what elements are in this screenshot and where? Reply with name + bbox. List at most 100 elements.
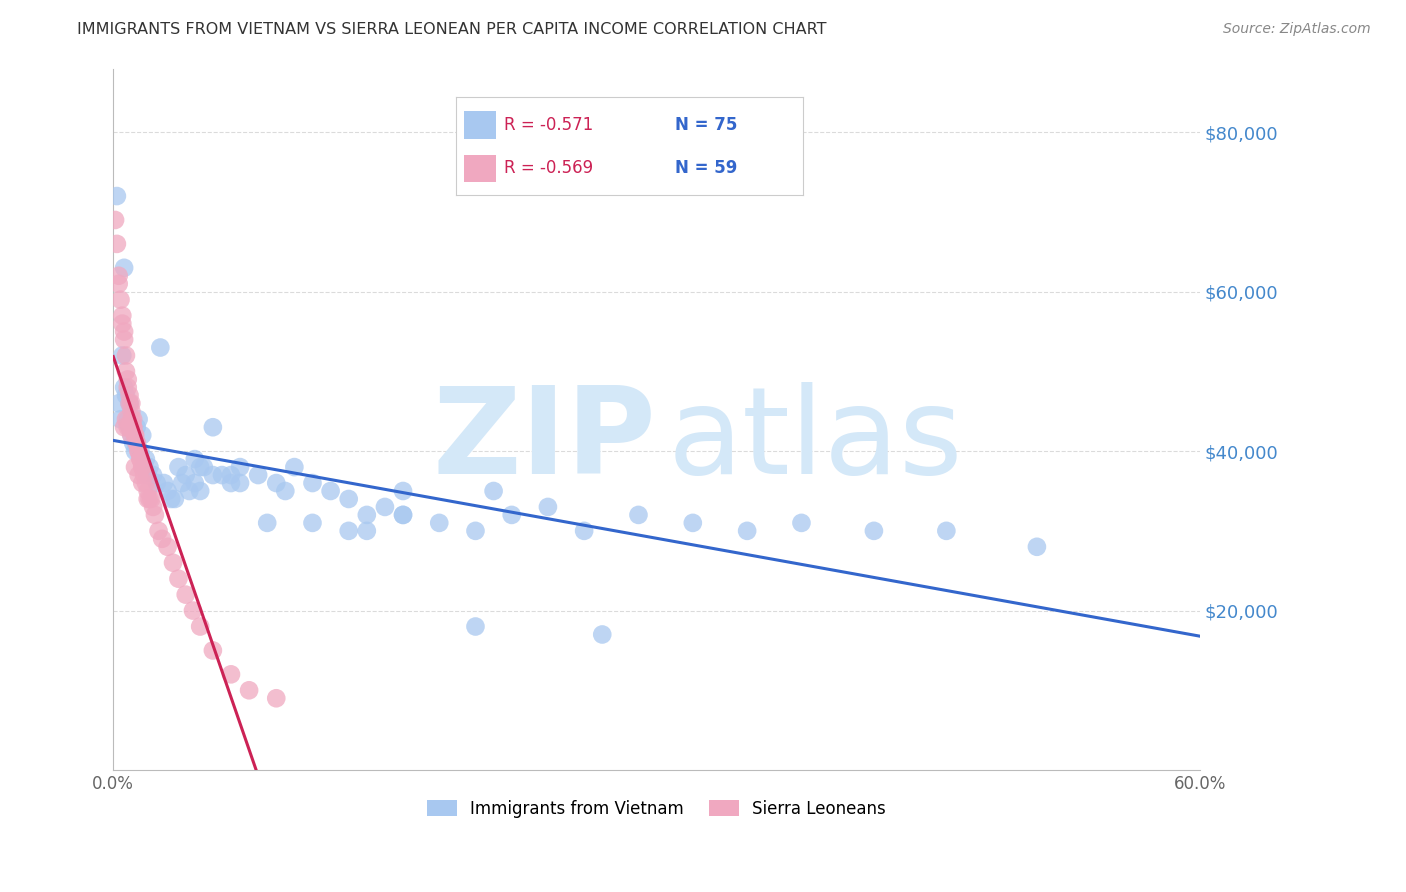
Point	[193, 460, 215, 475]
Point	[135, 452, 157, 467]
Point	[735, 524, 758, 538]
Point	[142, 468, 165, 483]
Point	[427, 516, 450, 530]
Point	[118, 396, 141, 410]
Point	[135, 476, 157, 491]
Text: Source: ZipAtlas.com: Source: ZipAtlas.com	[1223, 22, 1371, 37]
Point	[153, 476, 176, 491]
Point	[337, 524, 360, 538]
Point	[118, 388, 141, 402]
Point	[118, 420, 141, 434]
Point	[124, 428, 146, 442]
Point	[184, 452, 207, 467]
Point	[131, 460, 153, 475]
Point	[129, 444, 152, 458]
Point	[138, 491, 160, 506]
Point	[104, 213, 127, 227]
Point	[129, 452, 152, 467]
Point	[124, 428, 146, 442]
Point	[120, 428, 142, 442]
Point	[105, 236, 128, 251]
Point	[145, 476, 167, 491]
Point	[174, 468, 197, 483]
Point	[105, 189, 128, 203]
Point	[117, 420, 139, 434]
Point	[392, 483, 415, 498]
Point	[219, 476, 242, 491]
Point	[124, 460, 146, 475]
Point	[132, 460, 155, 475]
Point	[188, 483, 211, 498]
Point	[247, 468, 270, 483]
Point	[136, 491, 159, 506]
Point	[117, 380, 139, 394]
Point	[301, 476, 323, 491]
Point	[111, 349, 134, 363]
Point	[125, 436, 148, 450]
Point	[128, 412, 150, 426]
Point	[142, 500, 165, 514]
Point	[201, 420, 224, 434]
Point	[238, 683, 260, 698]
Point	[128, 468, 150, 483]
Point	[122, 420, 145, 434]
Point	[131, 476, 153, 491]
Point	[229, 460, 252, 475]
Point	[111, 317, 134, 331]
Point	[160, 491, 183, 506]
Point	[229, 476, 252, 491]
Point	[118, 396, 141, 410]
Point	[107, 277, 129, 291]
Point	[115, 412, 138, 426]
Point	[112, 380, 135, 394]
Point	[122, 420, 145, 434]
Point	[188, 460, 211, 475]
Point	[167, 572, 190, 586]
Point	[319, 483, 342, 498]
Point	[111, 309, 134, 323]
Point	[131, 460, 153, 475]
Point	[149, 341, 172, 355]
Point	[464, 619, 486, 633]
Point	[501, 508, 523, 522]
Point	[115, 349, 138, 363]
Point	[120, 404, 142, 418]
Point	[211, 468, 233, 483]
Point	[356, 524, 378, 538]
Point	[138, 460, 160, 475]
Point	[264, 691, 287, 706]
Point	[117, 372, 139, 386]
Text: atlas: atlas	[668, 382, 963, 499]
Point	[201, 643, 224, 657]
Point	[337, 491, 360, 506]
Point	[107, 396, 129, 410]
Point	[112, 260, 135, 275]
Point	[124, 444, 146, 458]
Point	[627, 508, 650, 522]
Point	[356, 508, 378, 522]
Point	[188, 619, 211, 633]
Point	[274, 483, 297, 498]
Text: ZIP: ZIP	[433, 382, 657, 499]
Point	[132, 468, 155, 483]
Point	[392, 508, 415, 522]
Point	[482, 483, 505, 498]
Point	[537, 500, 560, 514]
Point	[464, 524, 486, 538]
Point	[283, 460, 305, 475]
Point	[148, 524, 170, 538]
Point	[131, 428, 153, 442]
Point	[374, 500, 396, 514]
Point	[128, 444, 150, 458]
Point	[256, 516, 278, 530]
Point	[120, 428, 142, 442]
Point	[167, 460, 190, 475]
Point	[125, 420, 148, 434]
Point	[120, 412, 142, 426]
Point	[156, 483, 179, 498]
Point	[863, 524, 886, 538]
Point	[141, 491, 163, 506]
Point	[935, 524, 957, 538]
Point	[156, 540, 179, 554]
Point	[179, 483, 201, 498]
